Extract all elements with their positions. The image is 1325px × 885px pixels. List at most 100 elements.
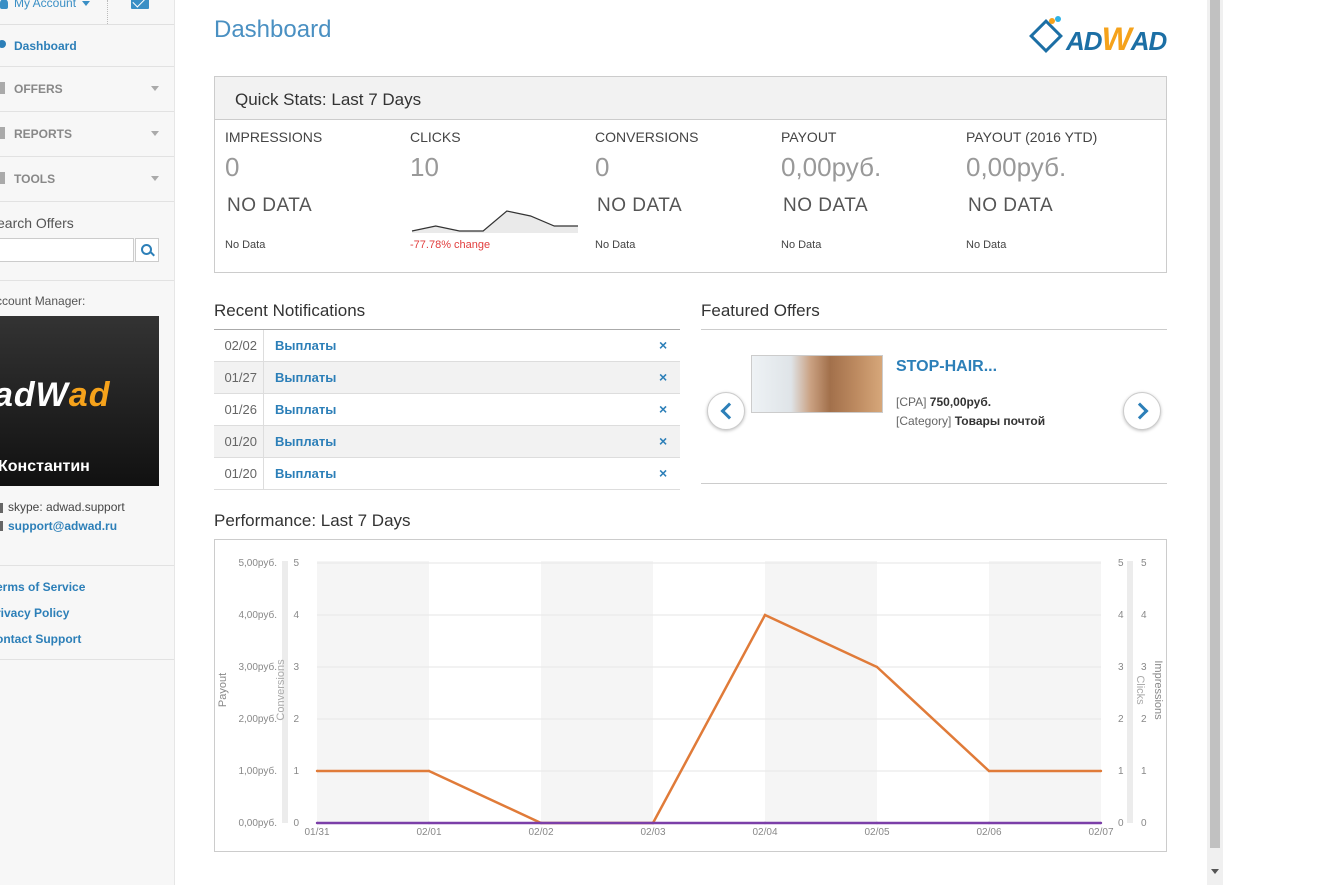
notification-date: 01/20 — [214, 426, 264, 457]
account-manager-name: Константин — [0, 458, 90, 475]
my-account-menu[interactable]: My Account — [0, 0, 91, 10]
data-point[interactable] — [763, 613, 767, 617]
sidebar-item-reports[interactable]: REPORTS — [0, 112, 174, 157]
y-tick-label-conversions: 0 — [293, 818, 299, 829]
scroll-down-arrow-icon[interactable] — [1211, 869, 1219, 874]
data-point[interactable] — [987, 821, 991, 825]
featured-offers-title: Featured Offers — [701, 301, 820, 320]
logo-diamond-icon — [1029, 19, 1063, 53]
data-point[interactable] — [1099, 821, 1103, 825]
stat-no-data: NO DATA — [597, 195, 683, 216]
list-item: 02/02 Выплаты × — [214, 330, 680, 362]
sidebar: My Account Dashboard OFFERS REPORTS TOOL… — [0, 0, 175, 885]
my-account-label: My Account — [14, 0, 77, 10]
data-point[interactable] — [875, 665, 879, 669]
notifications-list: 02/02 Выплаты × 01/27 Выплаты × 01/26 Вы… — [214, 329, 680, 490]
y-tick-label-impressions: 1 — [1141, 766, 1147, 777]
y-tick-label-conversions: 5 — [293, 558, 299, 569]
search-offers-input[interactable] — [0, 238, 134, 262]
notification-link[interactable]: Выплаты — [275, 370, 337, 385]
logo-text-accent: ad — [68, 376, 111, 414]
data-point[interactable] — [315, 821, 319, 825]
x-tick-label: 02/06 — [976, 827, 1001, 838]
performance-chart: 0,00руб. 0 0 0 1,00руб. 1 1 1 2,00руб. 2 2 2 3,00руб… — [217, 557, 1164, 838]
category-value: Товары почтой — [954, 414, 1046, 428]
close-icon[interactable]: × — [659, 433, 668, 449]
data-point[interactable] — [539, 821, 543, 825]
logo-text-w: W — [1101, 21, 1132, 57]
y-tick-label-conversions: 1 — [293, 766, 299, 777]
y-tick-label-payout: 1,00руб. — [238, 765, 277, 777]
data-point[interactable] — [427, 769, 431, 773]
sidebar-item-offers[interactable]: OFFERS — [0, 67, 174, 112]
stat-value: 0,00руб. — [781, 152, 882, 182]
sidebar-item-label: Dashboard — [14, 39, 77, 53]
offer-title-link[interactable]: STOP-HAIR... — [896, 358, 998, 375]
y-tick-label-payout: 3,00руб. — [238, 661, 277, 673]
close-icon[interactable]: × — [659, 369, 668, 385]
chevron-down-icon — [151, 176, 159, 181]
y-tick-label-impressions: 0 — [1141, 818, 1147, 829]
close-icon[interactable]: × — [659, 401, 668, 417]
notification-link[interactable]: Выплаты — [275, 466, 337, 481]
data-point[interactable] — [987, 769, 991, 773]
stat-clicks: CLICKS 10 -77.78% change — [410, 129, 590, 251]
data-point[interactable] — [651, 821, 655, 825]
brand-logo[interactable]: ADWAD — [1029, 14, 1170, 58]
quick-stats-panel: Quick Stats: Last 7 Days IMPRESSIONS 0 N… — [214, 76, 1167, 273]
logo-text: ADWAD — [1066, 21, 1167, 58]
x-tick-label: 02/07 — [1088, 827, 1113, 838]
chart-band — [541, 561, 653, 823]
data-point[interactable] — [315, 769, 319, 773]
envelope-icon[interactable] — [131, 0, 149, 9]
search-offers-label: earch Offers — [0, 215, 74, 231]
sidebar-item-dashboard[interactable]: Dashboard — [0, 25, 174, 67]
y-tick-label-clicks: 2 — [1118, 714, 1124, 725]
data-point[interactable] — [875, 821, 879, 825]
notification-link[interactable]: Выплаты — [275, 402, 337, 417]
data-point[interactable] — [427, 821, 431, 825]
close-icon[interactable]: × — [659, 465, 668, 481]
x-tick-label: 02/01 — [416, 827, 441, 838]
contact-support-link[interactable]: ontact Support — [0, 632, 82, 646]
date-text: 01/20 — [224, 434, 257, 449]
y-tick-label-impressions: 3 — [1141, 662, 1147, 673]
sidebar-item-tools[interactable]: TOOLS — [0, 157, 174, 202]
y-tick-label-conversions: 3 — [293, 662, 299, 673]
stat-no-data: NO DATA — [783, 195, 869, 216]
data-point[interactable] — [1099, 769, 1103, 773]
y-tick-label-payout: 0,00руб. — [238, 817, 277, 829]
y-axis-title-impressions: Impressions — [1152, 660, 1164, 720]
notification-link[interactable]: Выплаты — [275, 434, 337, 449]
series-line-clicks — [317, 613, 1101, 825]
page-scrollbar[interactable] — [1207, 0, 1223, 885]
quick-stats-title: Quick Stats: Last 7 Days — [215, 77, 1166, 120]
chevron-down-icon — [151, 131, 159, 136]
notification-date: 01/26 — [214, 394, 264, 425]
stat-label: IMPRESSIONS — [225, 129, 323, 145]
chart-band — [765, 561, 877, 823]
y-tick-label-payout: 5,00руб. — [238, 557, 277, 569]
terms-of-service-link[interactable]: erms of Service — [0, 580, 86, 594]
sidebar-item-label: OFFERS — [14, 82, 63, 96]
carousel-prev-button[interactable] — [707, 392, 745, 430]
carousel-next-button[interactable] — [1123, 392, 1161, 430]
privacy-policy-link[interactable]: rivacy Policy — [0, 606, 70, 620]
user-icon — [0, 0, 8, 9]
featured-offers-carousel: STOP-HAIR... [CPA] 750,00руб. [Category]… — [701, 329, 1167, 484]
cpa-value: 750,00руб. — [929, 395, 992, 409]
chart-band — [317, 561, 429, 823]
stat-no-data: NO DATA — [227, 195, 313, 216]
x-tick-label: 02/04 — [752, 827, 777, 838]
notification-link[interactable]: Выплаты — [275, 338, 337, 353]
scrollbar-thumb[interactable] — [1210, 0, 1220, 848]
chevron-left-icon — [720, 402, 738, 420]
offer-thumbnail[interactable] — [751, 355, 883, 413]
y-tick-label-impressions: 4 — [1141, 610, 1147, 621]
data-point[interactable] — [763, 821, 767, 825]
sidebar-item-label: REPORTS — [14, 127, 73, 141]
close-icon[interactable]: × — [659, 337, 668, 353]
search-button[interactable] — [135, 238, 159, 262]
support-email-link[interactable]: support@adwad.ru — [8, 519, 118, 533]
axis-scrollbar-left — [282, 561, 288, 823]
